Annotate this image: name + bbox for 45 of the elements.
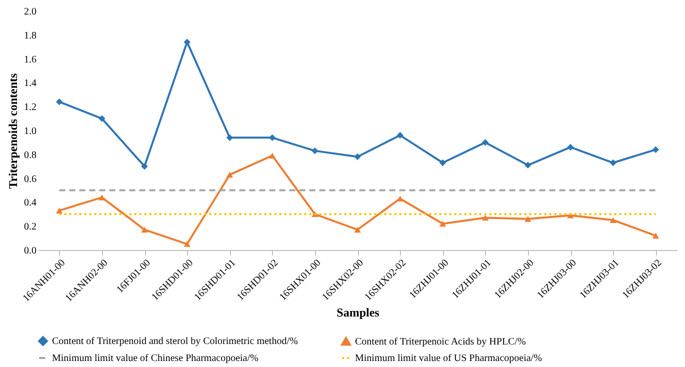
point <box>141 162 148 170</box>
y-tick-label: 0.2 <box>24 222 36 233</box>
point <box>56 208 63 214</box>
y-tick-label: 1.2 <box>24 102 36 114</box>
point <box>184 38 190 46</box>
legend-label: Minimum limit value of US Pharmacopoeia/% <box>355 353 542 364</box>
point <box>184 241 190 247</box>
point <box>524 216 532 222</box>
point <box>610 159 616 166</box>
y-tick-label: 2.0 <box>24 6 36 18</box>
y-tick-label: 1.0 <box>24 126 36 137</box>
y-tick-label: 0.8 <box>24 150 36 161</box>
point <box>567 144 574 151</box>
point <box>226 134 234 142</box>
point <box>268 134 276 142</box>
legend-label: Minimum limit value of Chinese Pharmacopoeia/% <box>52 353 258 364</box>
point <box>482 214 489 221</box>
point <box>439 159 446 166</box>
y-tick-label: 1.8 <box>24 30 36 42</box>
point <box>354 226 361 233</box>
point <box>98 194 106 200</box>
point <box>312 147 318 154</box>
y-tick-label: 1.4 <box>24 78 36 90</box>
point <box>652 232 660 239</box>
legend-label: Content of Triterpenoic Acids by HPLC/% <box>355 336 526 348</box>
x-axis-title: Samples <box>336 305 380 320</box>
point <box>141 226 148 233</box>
point <box>268 152 276 158</box>
point <box>439 220 446 227</box>
y-tick-label: 0.4 <box>24 198 36 209</box>
point <box>610 217 616 224</box>
point <box>652 146 660 153</box>
y-axis-title: Triterpenoids contents <box>6 72 20 189</box>
point <box>524 162 532 169</box>
point <box>226 172 234 178</box>
point <box>98 115 106 122</box>
point <box>482 139 489 146</box>
point <box>56 98 63 106</box>
legend-label: Content of Triterpenoid and sterol by Colorimetric method/% <box>52 336 298 348</box>
y-tick-label: 0.6 <box>24 174 36 185</box>
point <box>396 132 404 139</box>
point <box>354 153 361 160</box>
y-tick-label: 0.0 <box>24 246 36 256</box>
y-tick-label: 1.6 <box>24 54 36 66</box>
point <box>396 196 404 202</box>
